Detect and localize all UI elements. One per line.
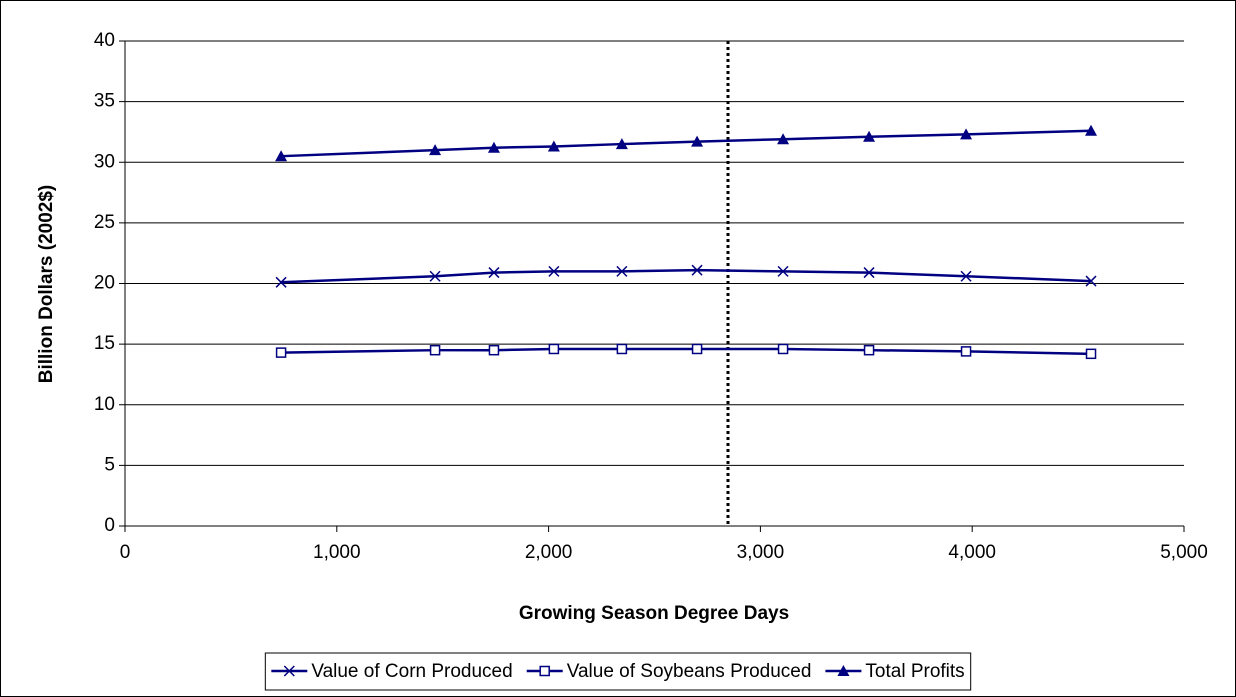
marker xyxy=(863,130,876,142)
y-tick-label: 15 xyxy=(94,333,115,354)
legend-label: Value of Corn Produced xyxy=(311,661,512,682)
marker xyxy=(275,150,288,162)
marker xyxy=(960,128,973,140)
marker xyxy=(548,265,560,277)
marker xyxy=(691,264,703,276)
marker xyxy=(1085,275,1097,287)
y-tick-label: 5 xyxy=(104,454,115,475)
marker xyxy=(488,344,500,356)
x-tick-label: 4,000 xyxy=(948,542,996,563)
y-tick-label: 40 xyxy=(94,30,115,51)
y-axis-title: Billion Dollars (2002$) xyxy=(36,185,57,384)
marker xyxy=(429,144,442,156)
marker xyxy=(960,270,972,282)
x-tick-label: 5,000 xyxy=(1160,542,1208,563)
marker xyxy=(777,265,789,277)
marker xyxy=(616,343,628,355)
marker xyxy=(863,344,875,356)
series-line xyxy=(281,347,1092,356)
y-tick-label: 10 xyxy=(94,394,115,415)
series-line xyxy=(281,129,1092,158)
marker xyxy=(429,270,441,282)
x-tick-label: 2,000 xyxy=(525,542,573,563)
marker xyxy=(275,276,287,288)
x-tick-label: 3,000 xyxy=(737,542,785,563)
y-tick-label: 25 xyxy=(94,212,115,233)
marker xyxy=(429,344,441,356)
y-tick-label: 30 xyxy=(94,151,115,172)
marker xyxy=(615,138,628,150)
legend-marker xyxy=(283,665,295,677)
marker xyxy=(863,267,875,279)
marker xyxy=(548,343,560,355)
series-line xyxy=(281,268,1092,284)
x-axis-title: Growing Season Degree Days xyxy=(519,603,789,624)
legend-marker xyxy=(837,665,850,676)
marker xyxy=(275,347,287,358)
y-tick-label: 35 xyxy=(94,91,115,112)
x-tick-label: 1,000 xyxy=(313,542,361,563)
marker xyxy=(616,265,628,277)
legend-label: Total Profits xyxy=(865,661,964,682)
y-tick-label: 0 xyxy=(104,515,115,536)
marker xyxy=(691,135,704,147)
legend-marker xyxy=(539,665,550,677)
legend-label: Value of Soybeans Produced xyxy=(567,661,812,682)
marker xyxy=(691,343,703,355)
x-tick-label: 0 xyxy=(120,542,131,563)
marker xyxy=(487,141,500,153)
marker xyxy=(960,346,972,357)
marker xyxy=(1085,348,1097,360)
marker xyxy=(1085,124,1098,136)
marker xyxy=(777,343,789,355)
marker xyxy=(488,267,500,279)
y-tick-label: 20 xyxy=(94,273,115,294)
marker xyxy=(547,140,560,152)
marker xyxy=(777,133,790,145)
